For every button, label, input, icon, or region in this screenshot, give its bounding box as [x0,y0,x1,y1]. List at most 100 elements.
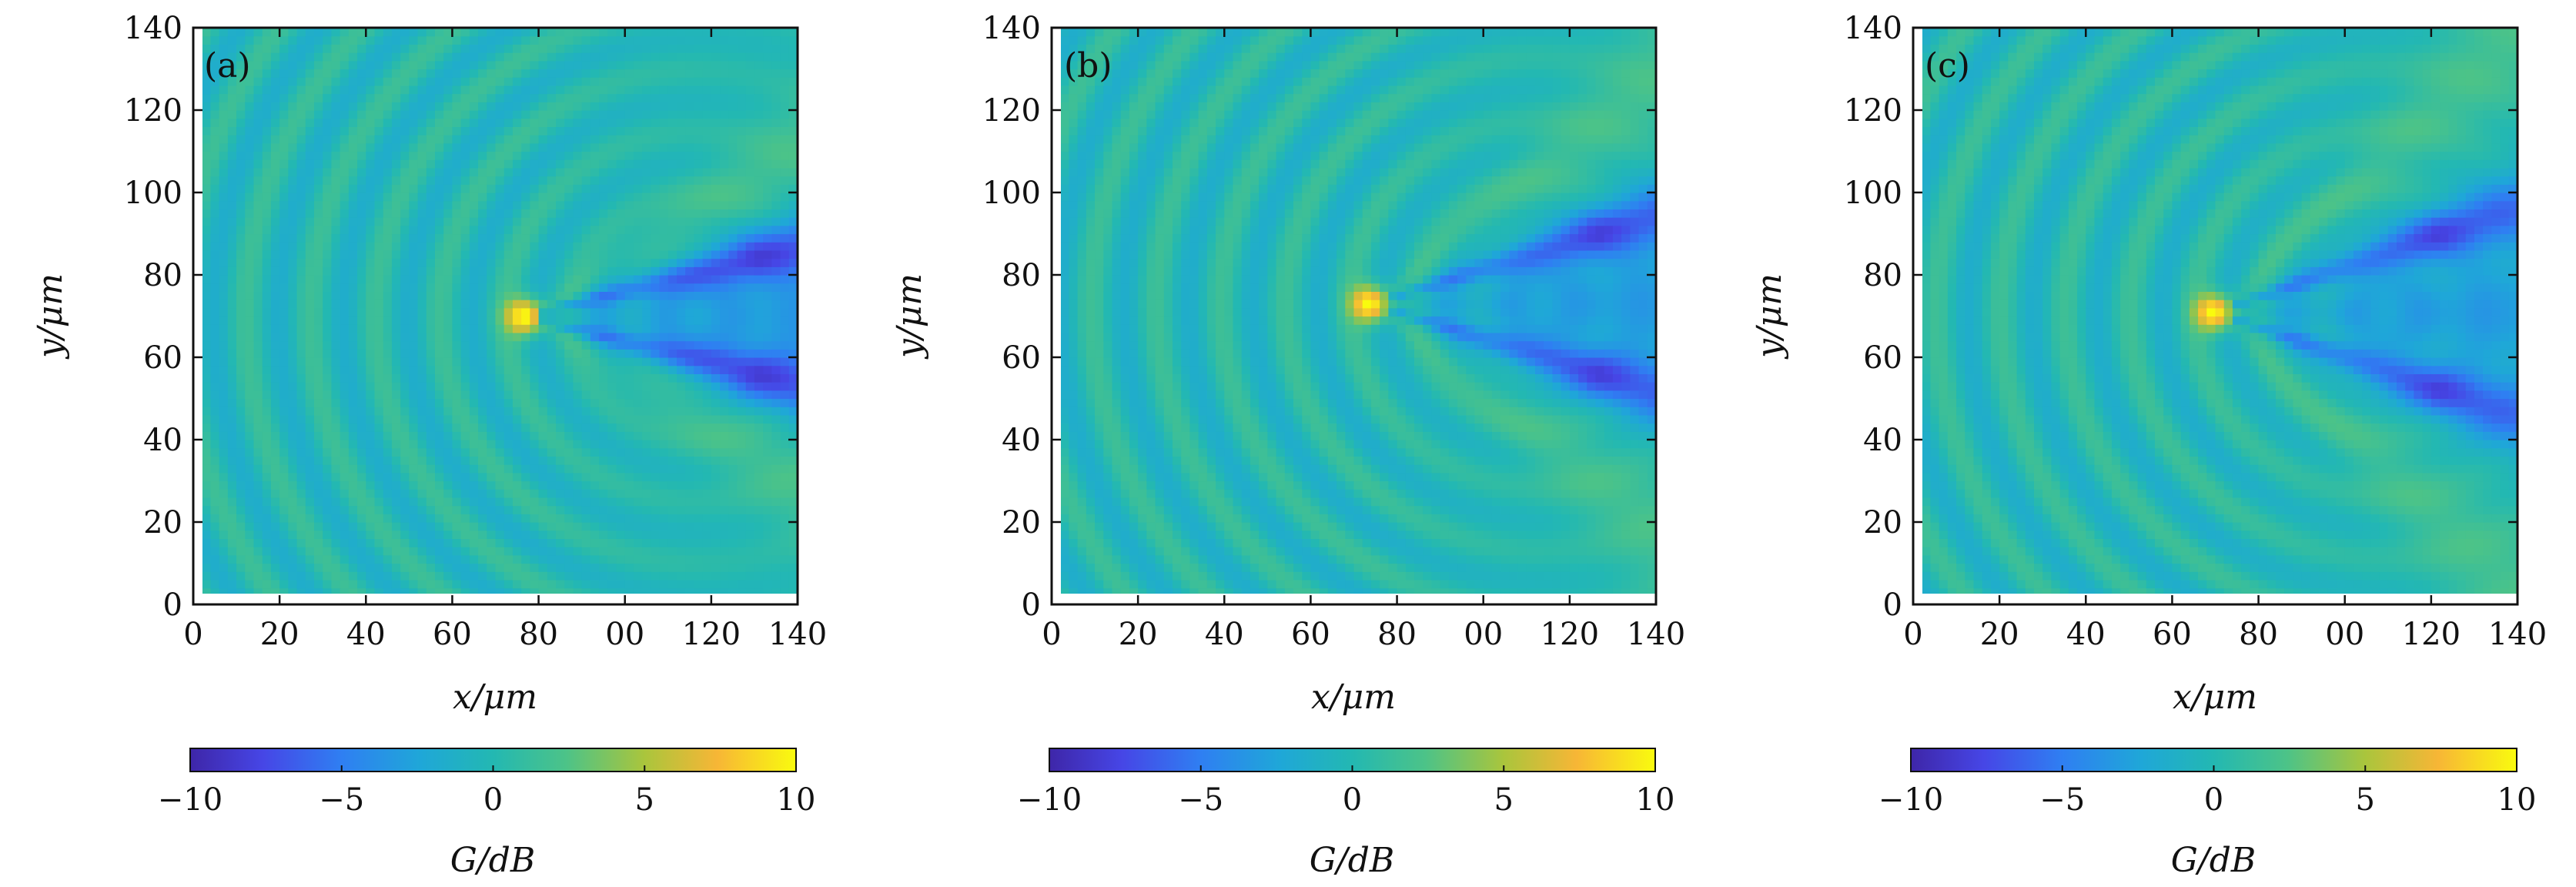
heatmap-cell [366,365,376,374]
heatmap-cell [530,398,540,407]
heatmap-cell [564,52,574,62]
heatmap-cell [253,209,263,218]
heatmap-cell [348,571,358,581]
heatmap-cell [331,440,341,449]
heatmap-cell [236,93,246,102]
heatmap-cell [202,332,212,342]
heatmap-cell [677,176,686,185]
heatmap-cell [202,390,212,400]
heatmap-cell [624,69,634,78]
heatmap-cell [323,110,333,119]
heatmap-cell [711,522,721,531]
heatmap-cell [599,110,608,119]
heatmap-cell [374,44,384,53]
heatmap-cell [538,357,548,367]
heatmap-cell [469,514,479,523]
heatmap-cell [771,563,781,572]
heatmap-cell [599,118,608,127]
heatmap-cell [667,365,677,374]
heatmap-cell [210,258,220,267]
heatmap-cell [616,217,626,226]
heatmap-cell [754,44,764,53]
heatmap-cell [270,69,280,78]
heatmap-cell [556,118,565,127]
heatmap-cell [771,200,781,209]
heatmap-cell [357,423,366,432]
heatmap-cell [720,514,729,523]
heatmap-cell [443,102,453,111]
heatmap-cell [633,28,643,37]
heatmap-cell [547,456,557,465]
heatmap-cell [210,554,220,564]
heatmap-cell [530,447,540,457]
heatmap-cell [443,300,453,309]
heatmap-cell [288,489,298,498]
heatmap-cell [460,225,470,235]
heatmap-cell [642,233,651,243]
heatmap-cell [202,102,212,111]
heatmap-cell [685,142,695,152]
heatmap-cell [245,249,255,259]
heatmap-cell [383,414,393,424]
heatmap-cell [374,357,384,367]
heatmap-cell [323,357,333,367]
heatmap-cell [745,447,755,457]
heatmap-cell [236,489,246,498]
heatmap-cell [210,431,220,440]
heatmap-cell [236,249,246,259]
heatmap-cell [745,142,755,152]
heatmap-cell [667,316,677,325]
heatmap-cell [270,291,280,300]
heatmap-cell [745,464,755,474]
heatmap-cell [262,431,272,440]
heatmap-cell [667,431,677,440]
heatmap-cell [633,291,643,300]
heatmap-cell [737,414,747,424]
heatmap-cell [590,275,600,284]
heatmap-cell [728,151,738,160]
heatmap-cell [323,77,333,86]
heatmap-cell [270,225,280,235]
heatmap-cell [590,52,600,62]
heatmap-cell [383,407,393,416]
heatmap-cell [685,324,695,333]
heatmap-cell [400,349,410,358]
heatmap-cell [737,69,747,78]
heatmap-cell [469,579,479,589]
heatmap-cell [702,398,712,407]
heatmap-cell [288,93,298,102]
heatmap-cell [737,110,747,119]
heatmap-cell [443,209,453,218]
heatmap-cell [720,225,729,235]
heatmap-cell [270,414,280,424]
heatmap-cell [685,505,695,514]
heatmap-cell [590,423,600,432]
heatmap-cell [417,563,427,572]
heatmap-cell [754,505,764,514]
heatmap-cell [478,242,487,251]
heatmap-cell [391,332,401,342]
heatmap-cell [590,192,600,202]
heatmap-cell [348,554,358,564]
heatmap-cell [460,554,470,564]
heatmap-cell [366,307,376,317]
heatmap-cell [426,489,436,498]
heatmap-cell [374,480,384,490]
heatmap-cell [745,242,755,251]
heatmap-cell [366,489,376,498]
heatmap-cell [279,440,289,449]
heatmap-cell [270,217,280,226]
heatmap-cell [236,200,246,209]
heatmap-cell [677,266,686,276]
heatmap-cell [219,514,229,523]
heatmap-cell [452,44,462,53]
heatmap-cell [728,176,738,185]
heatmap-cell [348,332,358,342]
heatmap-cell [400,489,410,498]
heatmap-cell [409,258,419,267]
heatmap-cell [685,398,695,407]
heatmap-cell [253,291,263,300]
heatmap-cell [409,217,419,226]
heatmap-cell [538,126,548,136]
heatmap-cell [624,579,634,589]
